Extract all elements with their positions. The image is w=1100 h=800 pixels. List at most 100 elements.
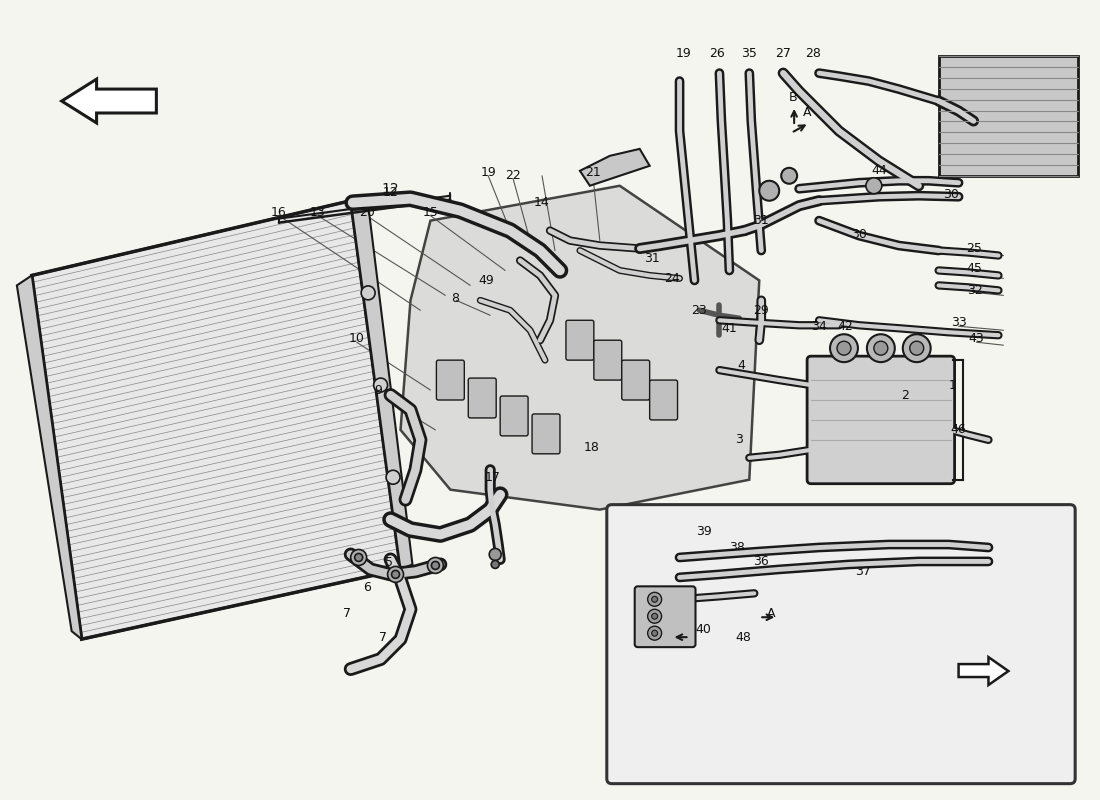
Circle shape xyxy=(781,168,798,184)
Polygon shape xyxy=(580,149,650,186)
Circle shape xyxy=(648,610,661,623)
Circle shape xyxy=(648,626,661,640)
FancyBboxPatch shape xyxy=(621,360,650,400)
Circle shape xyxy=(759,181,779,201)
Polygon shape xyxy=(958,657,1009,685)
FancyBboxPatch shape xyxy=(650,380,678,420)
Text: 19: 19 xyxy=(675,46,692,60)
Text: 7: 7 xyxy=(343,606,351,620)
Text: 6: 6 xyxy=(363,581,371,594)
FancyBboxPatch shape xyxy=(807,356,955,484)
Text: 28: 28 xyxy=(805,46,821,60)
Text: 27: 27 xyxy=(776,46,791,60)
Text: 44: 44 xyxy=(871,164,887,178)
Text: 12: 12 xyxy=(383,186,398,199)
Circle shape xyxy=(374,378,387,392)
FancyBboxPatch shape xyxy=(500,396,528,436)
Text: 4: 4 xyxy=(737,358,746,372)
Text: 42: 42 xyxy=(837,320,852,333)
Circle shape xyxy=(490,549,502,561)
Text: 38: 38 xyxy=(729,541,746,554)
Circle shape xyxy=(866,178,882,194)
Text: 10: 10 xyxy=(349,332,364,345)
Text: A: A xyxy=(803,106,812,119)
Circle shape xyxy=(651,614,658,619)
Text: 30: 30 xyxy=(851,228,867,241)
FancyBboxPatch shape xyxy=(607,505,1075,784)
Circle shape xyxy=(830,334,858,362)
Text: 15: 15 xyxy=(422,206,439,219)
Polygon shape xyxy=(32,201,400,639)
Text: 35: 35 xyxy=(741,46,757,60)
Polygon shape xyxy=(62,79,156,123)
Text: 3: 3 xyxy=(736,434,744,446)
Text: 22: 22 xyxy=(505,170,521,182)
Circle shape xyxy=(651,630,658,636)
Circle shape xyxy=(387,566,404,582)
Circle shape xyxy=(648,592,661,606)
Text: 40: 40 xyxy=(695,622,712,636)
FancyBboxPatch shape xyxy=(938,56,1078,176)
Text: 29: 29 xyxy=(754,304,769,317)
Circle shape xyxy=(837,342,851,355)
Text: 32: 32 xyxy=(967,284,982,297)
Circle shape xyxy=(428,558,443,574)
Text: 2: 2 xyxy=(901,389,909,402)
Text: 49: 49 xyxy=(478,274,494,287)
Text: 26: 26 xyxy=(710,46,725,60)
Text: 39: 39 xyxy=(695,525,712,538)
Text: 20: 20 xyxy=(359,206,375,219)
Circle shape xyxy=(392,570,399,578)
Text: 19: 19 xyxy=(481,166,496,179)
Text: 7: 7 xyxy=(378,630,386,644)
Circle shape xyxy=(903,334,931,362)
Text: 45: 45 xyxy=(967,262,982,275)
Text: 14: 14 xyxy=(535,196,550,209)
Text: 48: 48 xyxy=(736,630,751,644)
Text: B: B xyxy=(671,621,680,634)
Text: 1: 1 xyxy=(948,378,957,391)
Text: B: B xyxy=(789,90,797,103)
Text: 43: 43 xyxy=(969,332,984,345)
Circle shape xyxy=(351,550,366,566)
Text: 12: 12 xyxy=(382,182,399,196)
Polygon shape xyxy=(16,275,81,639)
Text: 9: 9 xyxy=(375,383,383,397)
Text: 24: 24 xyxy=(663,272,680,285)
FancyBboxPatch shape xyxy=(594,340,621,380)
Text: 46: 46 xyxy=(950,423,967,436)
Text: 5: 5 xyxy=(385,556,393,569)
FancyBboxPatch shape xyxy=(565,320,594,360)
Text: 30: 30 xyxy=(943,188,958,202)
Text: 33: 33 xyxy=(950,316,967,329)
Text: 36: 36 xyxy=(754,555,769,568)
Circle shape xyxy=(873,342,888,355)
Text: 8: 8 xyxy=(451,292,460,305)
Text: A: A xyxy=(767,606,775,620)
Polygon shape xyxy=(351,201,412,570)
Text: 37: 37 xyxy=(855,565,871,578)
Text: 13: 13 xyxy=(310,206,326,219)
Text: 23: 23 xyxy=(692,304,707,317)
Text: 17: 17 xyxy=(484,471,500,484)
Polygon shape xyxy=(400,186,759,510)
Text: 18: 18 xyxy=(584,442,600,454)
Text: 41: 41 xyxy=(722,322,737,334)
Text: 31: 31 xyxy=(644,252,660,265)
Text: 47: 47 xyxy=(656,593,671,606)
Text: 34: 34 xyxy=(811,320,827,333)
Text: 25: 25 xyxy=(967,242,982,255)
Circle shape xyxy=(867,334,894,362)
Circle shape xyxy=(492,561,499,569)
Text: 21: 21 xyxy=(585,166,601,179)
Circle shape xyxy=(910,342,924,355)
Circle shape xyxy=(354,554,363,562)
Text: 31: 31 xyxy=(754,214,769,227)
FancyBboxPatch shape xyxy=(469,378,496,418)
Circle shape xyxy=(651,596,658,602)
FancyBboxPatch shape xyxy=(437,360,464,400)
Circle shape xyxy=(431,562,439,570)
Circle shape xyxy=(361,286,375,300)
Circle shape xyxy=(386,470,400,484)
Text: 16: 16 xyxy=(271,206,287,219)
